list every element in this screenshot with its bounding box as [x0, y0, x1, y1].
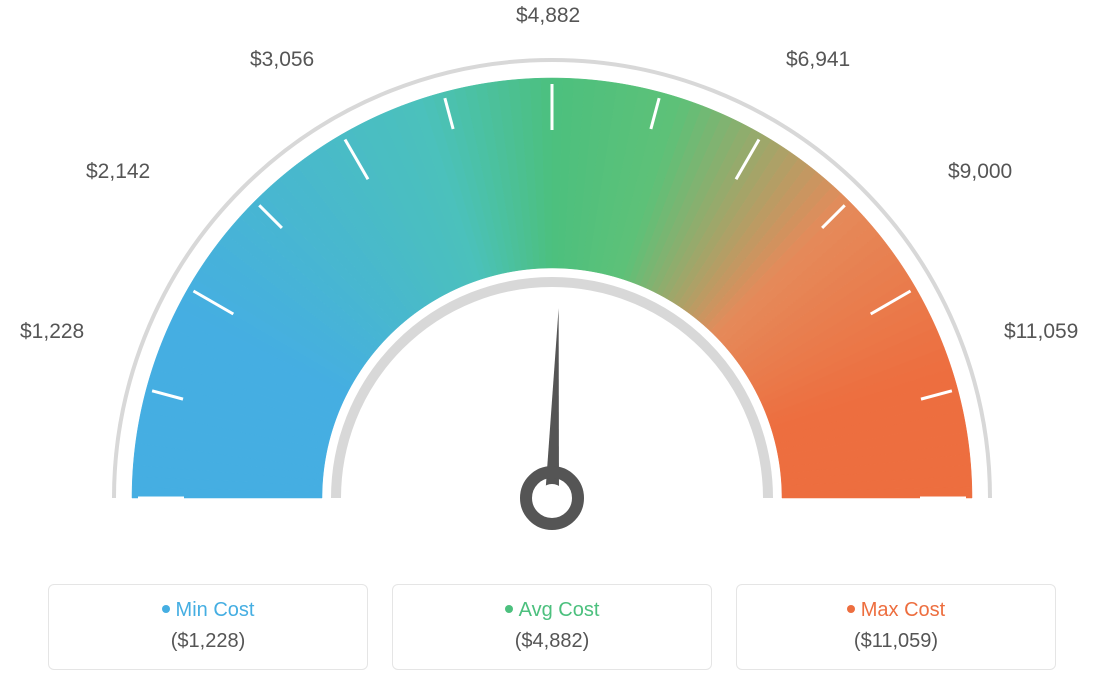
tick-label-5: $9,000	[948, 160, 1012, 184]
legend-avg-label: Avg Cost	[519, 599, 600, 621]
tick-label-3: $4,882	[516, 4, 580, 28]
legend-row: Min Cost ($1,228) Avg Cost ($4,882) Max …	[0, 584, 1104, 670]
legend-max-label: Max Cost	[861, 599, 945, 621]
legend-title-min: Min Cost	[49, 599, 367, 622]
legend-max-value: ($11,059)	[737, 630, 1055, 653]
dot-icon-min	[162, 605, 170, 613]
legend-avg-value: ($4,882)	[393, 630, 711, 653]
tick-label-2: $3,056	[250, 48, 314, 72]
legend-card-avg: Avg Cost ($4,882)	[392, 584, 712, 670]
tick-label-1: $2,142	[86, 160, 150, 184]
dot-icon-max	[847, 605, 855, 613]
dot-icon-avg	[505, 605, 513, 613]
gauge-svg	[0, 0, 1104, 560]
legend-card-min: Min Cost ($1,228)	[48, 584, 368, 670]
tick-label-6: $11,059	[1004, 320, 1078, 344]
tick-label-4: $6,941	[786, 48, 850, 72]
legend-title-max: Max Cost	[737, 599, 1055, 622]
tick-label-0: $1,228	[20, 320, 84, 344]
legend-title-avg: Avg Cost	[393, 599, 711, 622]
legend-card-max: Max Cost ($11,059)	[736, 584, 1056, 670]
cost-gauge: $1,228 $2,142 $3,056 $4,882 $6,941 $9,00…	[0, 0, 1104, 560]
legend-min-label: Min Cost	[176, 599, 255, 621]
legend-min-value: ($1,228)	[49, 630, 367, 653]
